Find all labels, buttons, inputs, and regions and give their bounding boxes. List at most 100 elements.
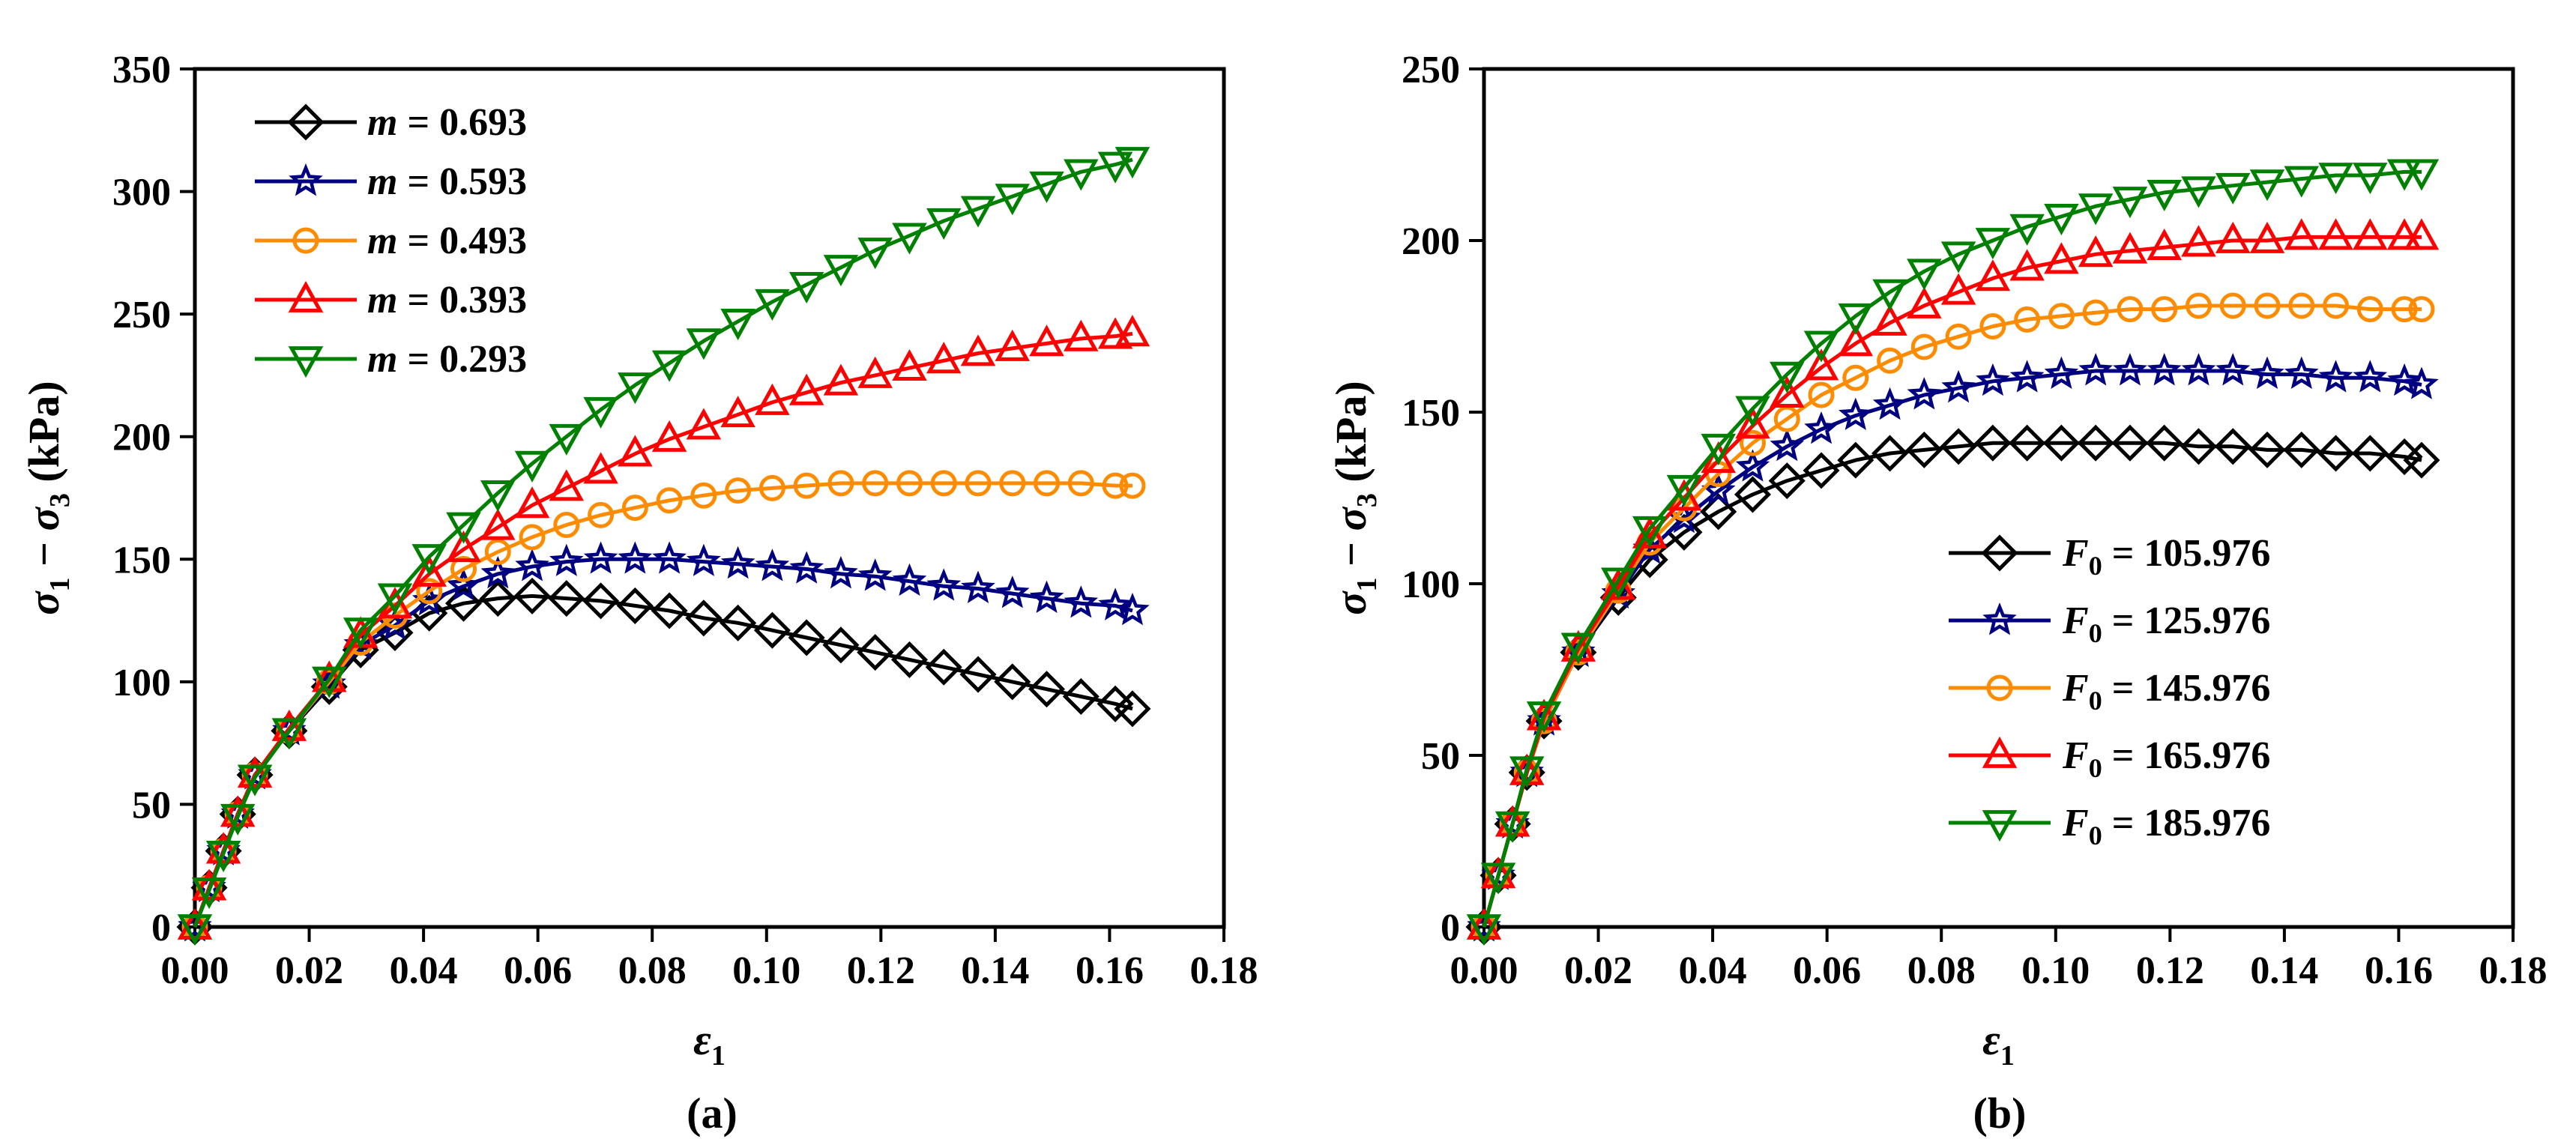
data-point — [827, 470, 854, 497]
data-point — [892, 563, 927, 596]
data-point — [822, 626, 860, 664]
data-point — [1601, 567, 1636, 599]
data-point — [1064, 319, 1099, 351]
legend-value: = 0.593 — [397, 160, 527, 203]
legend-label: m = 0.593 — [367, 160, 527, 203]
data-point — [758, 474, 785, 501]
legend-var: F — [2062, 599, 2089, 642]
data-point — [2117, 296, 2144, 323]
data-point — [656, 487, 683, 514]
legend-value: = 0.393 — [397, 279, 527, 321]
legend-value: = 0.493 — [397, 220, 527, 262]
data-point — [1029, 171, 1064, 203]
data-point — [1773, 405, 1800, 432]
x-tick-label: 0.08 — [618, 949, 687, 992]
data-point — [788, 271, 824, 304]
data-point — [1803, 452, 1840, 489]
data-point — [1480, 856, 1516, 889]
data-point — [1700, 493, 1737, 531]
data-point — [343, 617, 378, 650]
legend-value: = 0.293 — [397, 338, 527, 381]
data-point — [2318, 218, 2353, 250]
data-point — [2180, 428, 2218, 465]
data-point — [2403, 441, 2440, 479]
data-point — [720, 604, 757, 641]
data-point — [686, 408, 722, 440]
data-point — [892, 348, 927, 381]
data-point — [1803, 330, 1839, 363]
data-point — [2044, 242, 2079, 274]
x-tick-label: 0.10 — [2021, 949, 2090, 992]
legend-value: = 0.693 — [397, 101, 527, 144]
series-105.976 — [1465, 424, 2440, 946]
x-tick-label: 0.04 — [1679, 949, 1747, 992]
data-point — [1940, 241, 1976, 274]
legend-entry: F0 = 105.976 — [1949, 532, 2270, 581]
data-point — [446, 568, 481, 601]
data-point — [2215, 172, 2251, 205]
data-point — [2318, 360, 2353, 393]
data-point — [2249, 169, 2285, 202]
legend-var: F — [2062, 802, 2089, 845]
series-165.976 — [1466, 218, 2440, 940]
data-point — [1905, 431, 1943, 468]
data-point — [2048, 303, 2075, 330]
legend-label: F0 = 105.976 — [2062, 532, 2270, 581]
data-point — [1940, 273, 1976, 305]
data-point — [725, 477, 752, 504]
data-point — [237, 764, 273, 797]
data-point — [2284, 356, 2319, 390]
y-tick-label: 250 — [112, 294, 171, 336]
y-tick-label: 100 — [112, 662, 171, 704]
data-point — [514, 486, 550, 519]
y-axis-label-part: (kPa) — [19, 381, 68, 493]
data-point — [857, 356, 893, 388]
data-point — [2009, 424, 2046, 462]
legend-value: = 185.976 — [2102, 802, 2271, 845]
x-tick-label: 0.06 — [1793, 949, 1861, 992]
legend-marker — [288, 280, 324, 312]
data-point — [1114, 147, 1150, 179]
series-line — [193, 331, 1133, 928]
y-tick-label: 150 — [1402, 392, 1460, 435]
legend-entry: F0 = 185.976 — [1949, 802, 2270, 851]
data-point — [999, 470, 1026, 497]
legend-var: F — [2062, 734, 2089, 777]
data-point — [890, 641, 929, 678]
legend-entry: m = 0.293 — [255, 338, 527, 381]
data-point — [583, 452, 618, 484]
data-point — [1114, 315, 1150, 347]
x-tick-label: 0.02 — [275, 949, 343, 992]
x-tick-label: 0.10 — [732, 949, 800, 992]
data-point — [411, 544, 447, 576]
series-0.393 — [177, 315, 1150, 940]
data-point — [690, 482, 717, 509]
data-point — [1632, 516, 1668, 548]
data-point — [1480, 862, 1516, 895]
y-axis-label-part: − — [1327, 531, 1375, 577]
data-point — [2044, 204, 2079, 236]
legend-value: = 145.976 — [2102, 667, 2271, 710]
data-point — [2386, 159, 2422, 191]
data-point — [1509, 756, 1545, 788]
x-tick-label: 0.16 — [1076, 949, 1144, 992]
chart-panel-b: 0.00 0.02 0.04 0.06 0.08 0.10 0.12 0.14 0.16 0.18… — [1327, 49, 2548, 1138]
data-point — [2147, 353, 2182, 386]
data-point — [484, 538, 511, 565]
data-point — [823, 255, 859, 287]
data-point — [411, 555, 447, 587]
data-point — [2111, 424, 2149, 462]
data-point — [1770, 375, 1805, 408]
data-point — [2078, 353, 2113, 386]
data-point — [788, 619, 825, 656]
x-tick-label: 0.14 — [961, 949, 1029, 992]
legend-label: m = 0.493 — [367, 220, 527, 262]
data-point — [1034, 470, 1061, 497]
data-point — [1115, 593, 1150, 626]
data-point — [583, 396, 618, 429]
data-point — [2181, 225, 2216, 257]
legend-marker — [287, 103, 325, 141]
